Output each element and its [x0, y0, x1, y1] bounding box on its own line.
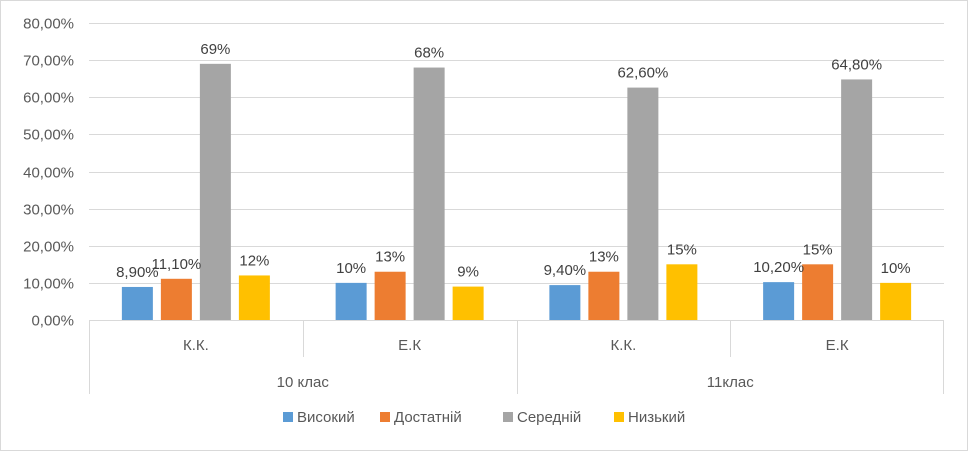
y-tick-label: 60,00%	[23, 90, 74, 107]
data-label: 12%	[239, 252, 269, 269]
data-labels: 8,90% 10% 9,40% 10,20% 11,10% 13% 13% 15% 69% 68%…	[116, 41, 911, 281]
bar	[199, 63, 231, 321]
legend-label: Високий	[297, 409, 355, 426]
data-label: 69%	[200, 41, 230, 58]
bar	[413, 67, 445, 320]
x-group-label: 11клас	[707, 374, 754, 391]
legend-label: Середній	[517, 409, 581, 426]
bar	[452, 286, 484, 320]
bar	[238, 275, 270, 320]
data-label: 13%	[375, 249, 405, 266]
bar	[880, 282, 912, 320]
x-group-label: 10 клас	[277, 374, 330, 391]
data-label: 62,60%	[617, 65, 668, 82]
bar	[841, 79, 873, 321]
legend: Високий Достатній Середній Низький	[283, 409, 685, 426]
legend-swatch	[503, 412, 513, 422]
x-category-label: К.К.	[183, 337, 209, 354]
bar	[160, 278, 192, 320]
bar	[588, 271, 620, 320]
y-tick-label: 70,00%	[23, 53, 74, 70]
data-label: 9%	[457, 264, 479, 281]
y-tick-label: 80,00%	[23, 16, 74, 33]
y-tick-label: 10,00%	[23, 276, 74, 293]
data-label: 13%	[589, 249, 619, 266]
data-label: 68%	[414, 45, 444, 62]
data-label: 15%	[803, 241, 833, 258]
data-label: 10,20%	[753, 259, 804, 276]
bar	[374, 271, 406, 320]
bar	[121, 286, 153, 320]
legend-swatch	[380, 412, 390, 422]
legend-swatch	[614, 412, 624, 422]
y-tick-label: 0,00%	[31, 313, 74, 330]
data-label: 11,10%	[151, 256, 201, 273]
data-label: 9,40%	[544, 262, 587, 279]
bar	[666, 264, 698, 320]
data-label: 15%	[667, 241, 697, 258]
x-category-label: Е.К	[826, 337, 849, 354]
y-tick-label: 30,00%	[23, 202, 74, 219]
x-category-label: К.К.	[610, 337, 636, 354]
y-tick-label: 40,00%	[23, 165, 74, 182]
legend-swatch	[283, 412, 293, 422]
bar	[627, 87, 659, 320]
data-label: 10%	[336, 260, 366, 277]
y-tick-label: 20,00%	[23, 239, 74, 256]
bar	[802, 264, 834, 320]
legend-label: Низький	[628, 409, 685, 426]
legend-label: Достатній	[394, 409, 462, 426]
axes: 0,00% 10,00% 20,00% 30,00% 40,00% 50,00% 60,00…	[23, 16, 944, 394]
y-tick-label: 50,00%	[23, 127, 74, 144]
bars	[121, 63, 912, 321]
bar	[549, 285, 581, 320]
gridlines	[89, 23, 944, 321]
x-category-label: Е.К	[398, 337, 421, 354]
bar	[763, 282, 795, 320]
data-label: 64,80%	[831, 56, 882, 73]
bar	[335, 282, 367, 320]
data-label: 10%	[881, 260, 911, 277]
data-label: 8,90%	[116, 264, 159, 281]
